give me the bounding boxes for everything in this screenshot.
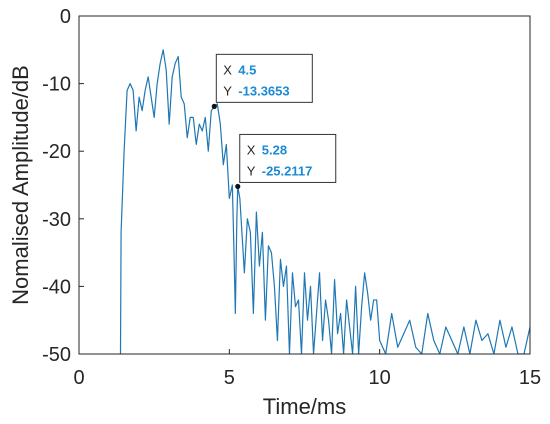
datatip-x-label: X xyxy=(223,62,232,77)
x-tick-label: 0 xyxy=(73,367,84,389)
y-tick-label: -40 xyxy=(42,276,71,298)
datatip-x-value: 5.28 xyxy=(262,142,287,157)
datatip-y-value: -25.2117 xyxy=(262,163,313,178)
datatip-box xyxy=(215,53,313,103)
x-tick-label: 5 xyxy=(224,367,235,389)
datatip-y-label: Y xyxy=(223,83,232,98)
y-axis-label: Nomalised Amplitude/dB xyxy=(8,65,33,305)
y-tick-label: -20 xyxy=(42,141,71,163)
x-axis-label: Time/ms xyxy=(263,394,347,419)
y-tick-label: -30 xyxy=(42,209,71,231)
axes-box xyxy=(78,15,531,355)
datatip-x-value: 4.5 xyxy=(238,62,256,77)
datatip-marker xyxy=(235,183,241,190)
y-tick-label: -10 xyxy=(42,74,71,96)
x-tick-label: 10 xyxy=(369,367,391,389)
datatip-box xyxy=(239,133,337,183)
series-line xyxy=(119,49,530,354)
x-tick-label: 15 xyxy=(519,367,541,389)
datatip[interactable]: X 4.5 Y -13.3653 xyxy=(211,53,313,109)
datatip-x-label: X xyxy=(247,142,256,157)
datatip-y-label: Y xyxy=(247,163,256,178)
datatip[interactable]: X 5.28 Y -25.2117 xyxy=(235,133,337,190)
datatip-marker xyxy=(211,103,217,109)
y-tick-label: 0 xyxy=(60,6,71,28)
datatip-y-value: -13.3653 xyxy=(238,83,289,98)
y-tick-label: -50 xyxy=(42,344,71,366)
